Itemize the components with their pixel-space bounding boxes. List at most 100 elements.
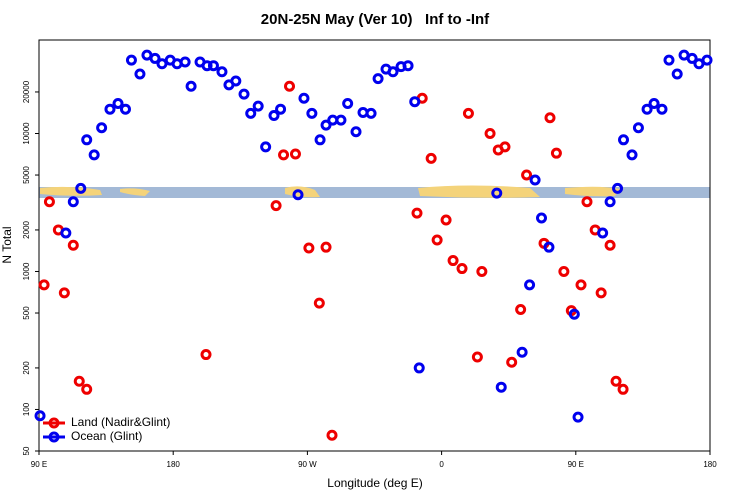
data-point — [67, 239, 79, 251]
data-point — [581, 196, 593, 208]
data-point — [60, 227, 72, 239]
x-tick-label: 180 — [167, 460, 181, 469]
data-point — [104, 103, 116, 115]
data-point — [298, 92, 310, 104]
x-tick-label: 180 — [703, 460, 717, 469]
data-point — [75, 182, 87, 194]
data-point — [200, 349, 212, 361]
y-axis-label: N Total — [0, 226, 14, 263]
data-point — [119, 103, 131, 115]
data-point — [536, 212, 548, 224]
data-point — [156, 58, 168, 70]
data-point — [491, 187, 503, 199]
data-point — [350, 126, 362, 138]
x-tick-label: 90 W — [298, 460, 317, 469]
data-point — [543, 241, 555, 253]
data-point — [701, 54, 713, 66]
data-point — [558, 265, 570, 277]
data-point — [320, 241, 332, 253]
data-point — [626, 149, 638, 161]
data-point — [656, 103, 668, 115]
data-point — [604, 239, 616, 251]
data-point — [112, 97, 124, 109]
x-tick-label: 90 E — [568, 460, 584, 469]
data-point — [289, 148, 301, 160]
data-point — [529, 174, 541, 186]
data-point — [632, 122, 644, 134]
data-point — [447, 255, 459, 267]
x-tick-label: 90 E — [31, 460, 47, 469]
y-tick-label: 500 — [22, 306, 31, 320]
data-point — [365, 107, 377, 119]
data-point — [245, 107, 257, 119]
data-point — [230, 75, 242, 87]
data-point — [610, 375, 622, 387]
data-point — [67, 196, 79, 208]
data-point — [484, 127, 496, 139]
data-point — [516, 346, 528, 358]
x-tick-label: 0 — [439, 460, 444, 469]
data-point — [134, 68, 146, 80]
y-tick-label: 200 — [22, 361, 31, 375]
data-point — [238, 88, 250, 100]
plot-frame — [38, 39, 711, 452]
data-point — [326, 429, 338, 441]
y-tick-label: 1000 — [22, 262, 31, 280]
data-point — [252, 100, 264, 112]
data-point — [618, 134, 630, 146]
data-point — [306, 107, 318, 119]
data-point — [440, 214, 452, 226]
data-point — [216, 66, 228, 78]
data-point — [275, 103, 287, 115]
y-tick-label: 100 — [22, 402, 31, 416]
y-tick-label: 2000 — [22, 220, 31, 238]
y-tick-label: 10000 — [22, 122, 31, 145]
y-tick-label: 20000 — [22, 80, 31, 103]
data-point — [524, 279, 536, 291]
data-point — [372, 73, 384, 85]
data-point — [73, 375, 85, 387]
data-point — [201, 60, 213, 72]
data-point — [641, 103, 653, 115]
data-point — [617, 383, 629, 395]
data-point — [506, 356, 518, 368]
data-point — [648, 97, 660, 109]
data-point — [499, 141, 511, 153]
data-point — [411, 207, 423, 219]
data-point — [402, 60, 414, 72]
data-point — [575, 279, 587, 291]
data-point — [58, 287, 70, 299]
data-point — [88, 149, 100, 161]
data-point — [568, 308, 580, 320]
data-point — [34, 410, 46, 422]
data-point — [335, 114, 347, 126]
data-point — [572, 411, 584, 423]
data-point — [663, 54, 675, 66]
data-point — [179, 56, 191, 68]
data-point — [462, 107, 474, 119]
data-point — [81, 134, 93, 146]
data-point — [515, 304, 527, 316]
data-point — [149, 52, 161, 64]
data-point — [270, 200, 282, 212]
data-point — [96, 122, 108, 134]
data-point — [425, 152, 437, 164]
data-point — [604, 196, 616, 208]
data-point — [185, 80, 197, 92]
legend-label: Land (Nadir&Glint) — [71, 415, 170, 429]
map-strip — [39, 185, 710, 198]
data-point — [43, 196, 55, 208]
data-point — [38, 279, 50, 291]
data-point — [595, 287, 607, 299]
data-point — [278, 149, 290, 161]
data-point — [686, 52, 698, 64]
data-point — [342, 97, 354, 109]
data-point — [81, 383, 93, 395]
y-tick-label: 50 — [22, 446, 31, 455]
data-point — [495, 381, 507, 393]
data-point — [544, 112, 556, 124]
data-point — [550, 147, 562, 159]
legend-marker — [48, 417, 60, 429]
